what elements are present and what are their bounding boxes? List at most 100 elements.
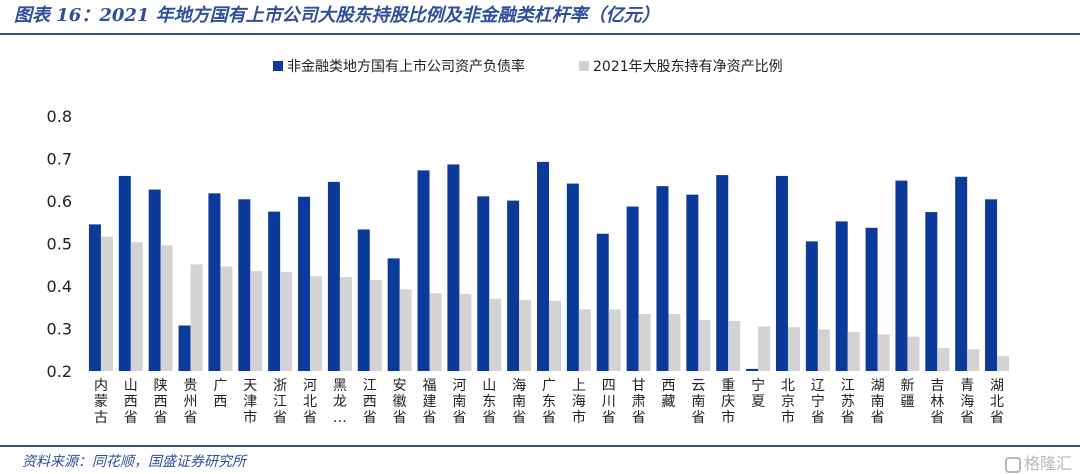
legend-swatch-series1	[273, 61, 283, 71]
bar-series2	[489, 298, 502, 371]
x-category-label: 黑龙…	[333, 378, 347, 426]
x-category-label: 青海省	[960, 378, 974, 426]
bar-series1	[985, 199, 998, 371]
bar-series1	[895, 180, 908, 371]
bar-series2	[339, 277, 352, 371]
bar-series1	[387, 258, 400, 372]
bar-series2	[459, 294, 472, 371]
bar-series1	[835, 221, 848, 371]
bar-series1	[507, 200, 520, 371]
bar-series1	[327, 181, 340, 371]
bar-series2	[937, 348, 950, 371]
x-category-label: 内蒙古	[94, 378, 108, 426]
x-category-label: 陕西省	[154, 378, 168, 426]
title-divider	[0, 33, 1080, 35]
bar-series2	[578, 309, 591, 372]
bar-series2	[907, 336, 920, 371]
x-category-label: 江苏省	[841, 378, 855, 426]
bar-series2	[608, 309, 621, 372]
bar-series1	[417, 170, 430, 371]
x-category-label: 福建省	[423, 378, 437, 426]
x-category-label: 河北省	[303, 378, 317, 426]
x-category-label: 天津市	[243, 378, 257, 426]
legend-swatch-series2	[579, 61, 589, 71]
x-category-label: 山东省	[482, 378, 496, 426]
bar-series1	[566, 183, 579, 371]
bar-series2	[190, 264, 203, 371]
bar-series1	[298, 196, 311, 371]
x-category-label: 西藏	[661, 378, 675, 410]
x-category-label: 宁夏	[751, 377, 765, 410]
bar-series1	[716, 175, 729, 371]
x-category-label: 广西	[213, 378, 227, 410]
bar-series1	[537, 161, 549, 371]
bar-series2	[728, 320, 741, 371]
bar-series2	[758, 326, 771, 372]
y-tick-label: 0.8	[47, 107, 72, 126]
bar-series2	[967, 349, 980, 371]
bar-series1	[238, 199, 251, 371]
watermark-text: 格隆汇	[1023, 454, 1072, 473]
y-tick-label: 0.3	[47, 320, 72, 339]
x-category-label: 浙江省	[273, 378, 287, 426]
y-tick-label: 0.2	[47, 362, 72, 381]
x-category-label: 海南省	[512, 378, 526, 426]
bar-series1	[955, 176, 968, 371]
bar-chart: 非金融类地方国有上市公司资产负债率 2021年大股东持有净资产比例 0.2 0.3…	[47, 58, 1010, 426]
bar-series1	[477, 196, 490, 371]
x-category-label: 上海市	[572, 378, 586, 426]
legend-label-series1: 非金融类地方国有上市公司资产负债率	[287, 58, 525, 75]
bar-series1	[686, 194, 699, 371]
bar-series1	[805, 241, 818, 371]
x-category-label: 广东省	[542, 378, 556, 426]
source-note: 资料来源：同花顺，国盛证券研究所	[22, 454, 246, 470]
y-tick-label: 0.5	[47, 235, 72, 254]
x-category-label: 北京市	[781, 378, 795, 426]
bar-series2	[638, 314, 651, 371]
x-category-label: 甘肃省	[632, 378, 646, 426]
bar-series1	[357, 229, 370, 371]
watermark: 格隆汇	[1004, 450, 1072, 474]
bar-series1	[775, 175, 788, 371]
bar-series2	[280, 271, 293, 371]
y-axis: 0.2 0.3 0.4 0.5 0.6 0.7 0.8	[47, 107, 72, 381]
bar-series2	[100, 236, 113, 371]
category-labels: 内蒙古 山西省 陕西省 贵州省 广西 天津市 浙江省 河北省 黑龙… 江西省 安徽省 福建省 河南省 山东…	[94, 377, 1004, 426]
source-divider	[0, 445, 1080, 447]
x-category-label: 四川省	[602, 378, 616, 426]
x-category-label: 云南省	[691, 378, 705, 426]
bar-series2	[220, 266, 233, 371]
x-category-label: 湖北省	[990, 378, 1004, 426]
bar-series1	[656, 186, 669, 371]
bar-series2	[549, 300, 561, 372]
x-category-label: 湖南省	[871, 378, 885, 426]
bar-series1	[925, 212, 938, 371]
y-tick-label: 0.7	[47, 150, 72, 169]
x-category-label: 新疆	[900, 378, 914, 410]
bar-series2	[130, 242, 143, 371]
bar-series1	[596, 233, 609, 371]
x-category-label: 辽宁省	[811, 378, 825, 426]
bar-series2	[817, 329, 830, 371]
x-category-label: 江西省	[363, 378, 377, 426]
bar-series2	[519, 300, 532, 371]
bar-series2	[787, 327, 800, 371]
bar-series2	[369, 280, 382, 371]
legend-label-series2: 2021年大股东持有净资产比例	[593, 59, 783, 75]
chart-title: 图表 16：2021 年地方国有上市公司大股东持股比例及非金融类杠杆率（亿元）	[14, 5, 660, 26]
x-category-label: 河南省	[452, 378, 466, 426]
x-category-label: 贵州省	[184, 378, 198, 426]
bars	[88, 161, 1010, 372]
bar-series1	[208, 193, 221, 371]
bar-series2	[160, 245, 173, 371]
x-category-label: 山西省	[124, 378, 138, 426]
bar-series2	[399, 289, 412, 371]
bar-series2	[668, 314, 681, 371]
bar-series2	[250, 271, 263, 372]
y-tick-label: 0.6	[47, 192, 72, 211]
bar-series2	[997, 356, 1010, 372]
bar-series1	[865, 227, 878, 371]
bar-series2	[847, 331, 860, 371]
bar-series2	[310, 276, 323, 371]
bar-series1	[626, 206, 639, 371]
